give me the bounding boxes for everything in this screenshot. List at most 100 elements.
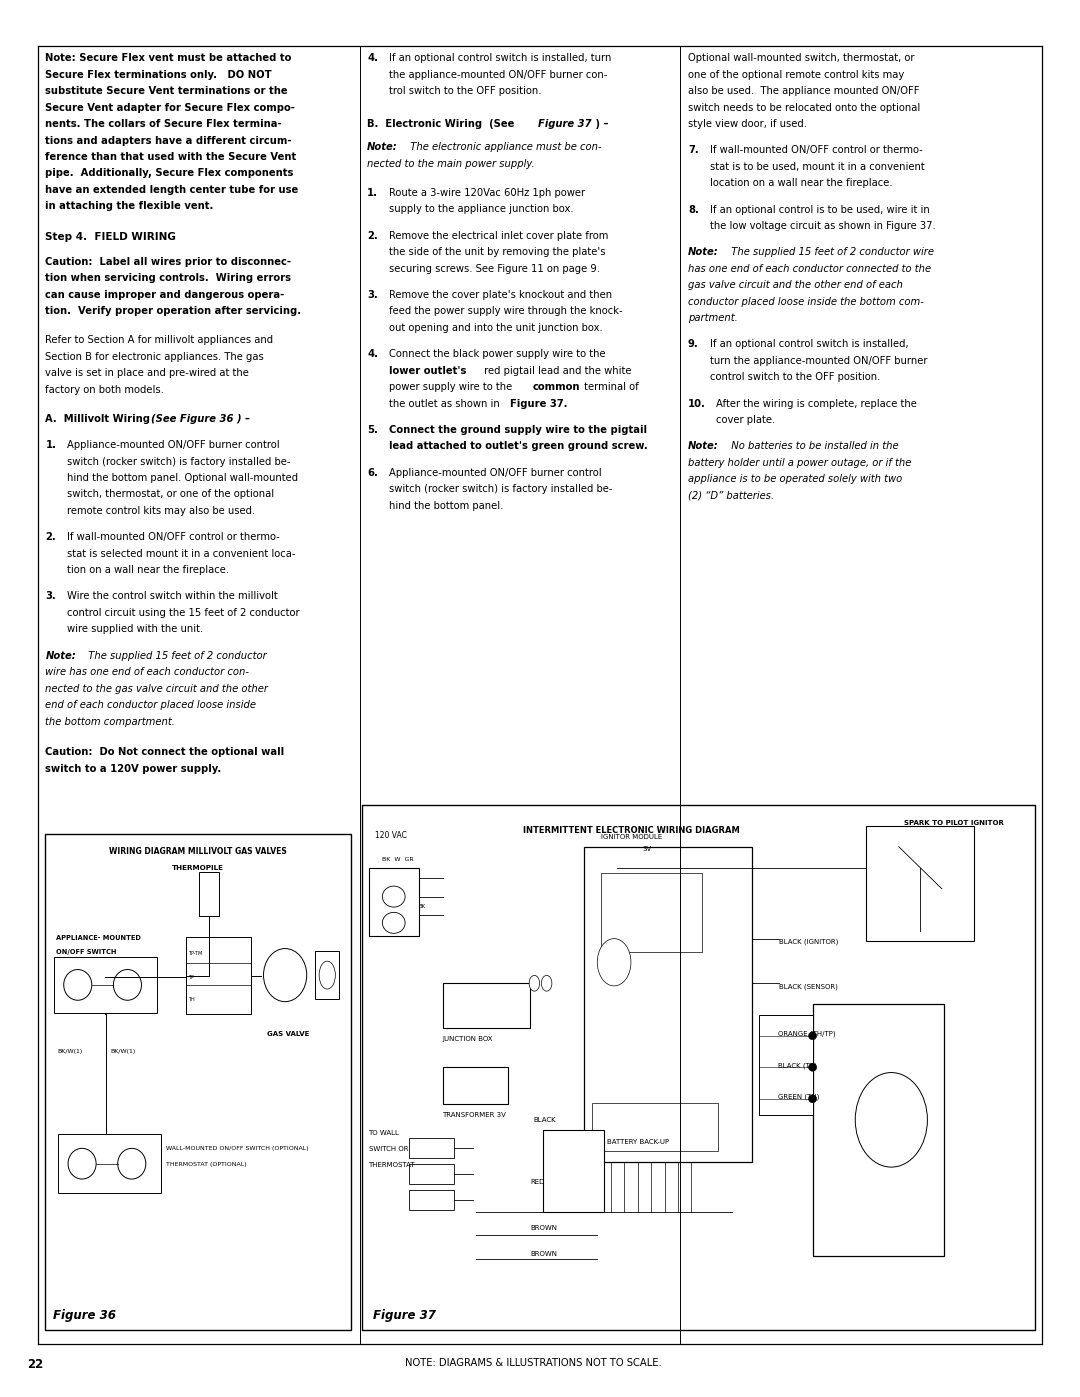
- Text: The supplied 15 feet of 2 conductor: The supplied 15 feet of 2 conductor: [82, 651, 267, 661]
- Text: Remove the electrical inlet cover plate from: Remove the electrical inlet cover plate …: [389, 231, 608, 240]
- Text: feed the power supply wire through the knock-: feed the power supply wire through the k…: [389, 306, 622, 316]
- Text: one of the optional remote control kits may: one of the optional remote control kits …: [688, 70, 904, 80]
- Text: WIRING DIAGRAM MILLIVOLT GAS VALVES: WIRING DIAGRAM MILLIVOLT GAS VALVES: [109, 847, 287, 855]
- Bar: [54, 957, 157, 1013]
- Bar: [409, 1137, 454, 1158]
- Text: trol switch to the OFF position.: trol switch to the OFF position.: [389, 87, 541, 96]
- Text: 22: 22: [27, 1358, 43, 1370]
- Ellipse shape: [809, 1063, 816, 1071]
- Text: out opening and into the unit junction box.: out opening and into the unit junction b…: [389, 323, 603, 332]
- Text: 4.: 4.: [367, 53, 378, 63]
- Text: After the wiring is complete, replace the: After the wiring is complete, replace th…: [716, 398, 917, 409]
- Text: have an extended length center tube for use: have an extended length center tube for …: [45, 184, 298, 196]
- Text: ON/OFF SWITCH: ON/OFF SWITCH: [56, 949, 117, 954]
- Bar: [759, 1014, 812, 1115]
- Text: red pigtail lead and the white: red pigtail lead and the white: [481, 366, 631, 376]
- Text: NOTE: DIAGRAMS & ILLUSTRATIONS NOT TO SCALE.: NOTE: DIAGRAMS & ILLUSTRATIONS NOT TO SC…: [405, 1358, 662, 1368]
- Text: common: common: [532, 383, 580, 393]
- Text: nected to the main power supply.: nected to the main power supply.: [367, 159, 535, 169]
- Text: Figure 37: Figure 37: [538, 119, 592, 130]
- Text: stat is to be used, mount it in a convenient: stat is to be used, mount it in a conven…: [710, 162, 924, 172]
- Text: BK/W(1): BK/W(1): [57, 1049, 82, 1055]
- Bar: [543, 1130, 604, 1211]
- Bar: [812, 1004, 944, 1256]
- Text: also be used.  The appliance mounted ON/OFF: also be used. The appliance mounted ON/O…: [688, 87, 919, 96]
- Text: The supplied 15 feet of 2 conductor wire: The supplied 15 feet of 2 conductor wire: [725, 247, 934, 257]
- Ellipse shape: [264, 949, 307, 1002]
- Text: hind the bottom panel. Optional wall-mounted: hind the bottom panel. Optional wall-mou…: [67, 474, 298, 483]
- Text: tion.  Verify proper operation after servicing.: tion. Verify proper operation after serv…: [45, 306, 301, 316]
- Text: JUNCTION BOX: JUNCTION BOX: [443, 1035, 494, 1042]
- Text: Optional wall-mounted switch, thermostat, or: Optional wall-mounted switch, thermostat…: [688, 53, 915, 63]
- Text: switch (rocker switch) is factory installed be-: switch (rocker switch) is factory instal…: [67, 457, 291, 467]
- Text: the appliance-mounted ON/OFF burner con-: the appliance-mounted ON/OFF burner con-: [389, 70, 607, 80]
- Text: GAS VALVE: GAS VALVE: [267, 1031, 309, 1037]
- Text: THERMOPILE: THERMOPILE: [172, 865, 225, 870]
- Text: 9.: 9.: [688, 339, 699, 349]
- Text: BROWN: BROWN: [530, 1225, 557, 1231]
- Ellipse shape: [320, 961, 336, 989]
- Ellipse shape: [541, 975, 552, 990]
- Text: ORANGE (TH/TP): ORANGE (TH/TP): [778, 1031, 835, 1037]
- Text: If an optional control switch is installed,: If an optional control switch is install…: [710, 339, 908, 349]
- Text: TP: TP: [188, 975, 193, 981]
- Text: nents. The collars of Secure Flex termina-: nents. The collars of Secure Flex termin…: [45, 119, 282, 129]
- Text: switch (rocker switch) is factory installed be-: switch (rocker switch) is factory instal…: [389, 485, 612, 495]
- Text: BLACK (IGNITOR): BLACK (IGNITOR): [779, 939, 838, 946]
- Text: Wire the control switch within the millivolt: Wire the control switch within the milli…: [67, 591, 278, 602]
- Ellipse shape: [382, 886, 405, 907]
- Text: remote control kits may also be used.: remote control kits may also be used.: [67, 506, 255, 515]
- Text: switch to a 120V power supply.: switch to a 120V power supply.: [45, 764, 221, 774]
- Text: IGNITOR MODULE: IGNITOR MODULE: [600, 834, 662, 840]
- Text: 1.: 1.: [45, 440, 56, 450]
- Text: style view door, if used.: style view door, if used.: [688, 119, 807, 129]
- Text: 10.: 10.: [688, 398, 706, 409]
- Text: 2.: 2.: [45, 532, 56, 542]
- Text: THERMOSTAT (OPTIONAL): THERMOSTAT (OPTIONAL): [166, 1162, 247, 1168]
- Text: the low voltage circuit as shown in Figure 37.: the low voltage circuit as shown in Figu…: [710, 221, 935, 231]
- Text: 3.: 3.: [367, 291, 378, 300]
- Text: Figure 37.: Figure 37.: [510, 398, 567, 408]
- Text: BLACK (TP): BLACK (TP): [778, 1062, 816, 1069]
- Text: hind the bottom panel.: hind the bottom panel.: [389, 500, 503, 510]
- Text: wire has one end of each conductor con-: wire has one end of each conductor con-: [45, 668, 249, 678]
- Text: turn the appliance-mounted ON/OFF burner: turn the appliance-mounted ON/OFF burner: [710, 356, 927, 366]
- Text: power supply wire to the: power supply wire to the: [389, 383, 515, 393]
- Text: TP-TM: TP-TM: [188, 951, 202, 957]
- Bar: [409, 1164, 454, 1183]
- Text: A.  Millivolt Wiring: A. Millivolt Wiring: [45, 414, 153, 423]
- Text: (See Figure 36 ) –: (See Figure 36 ) –: [151, 414, 251, 423]
- Text: conductor placed loose inside the bottom com-: conductor placed loose inside the bottom…: [688, 296, 923, 307]
- Ellipse shape: [113, 970, 141, 1000]
- Text: Remove the cover plate's knockout and then: Remove the cover plate's knockout and th…: [389, 291, 612, 300]
- Text: supply to the appliance junction box.: supply to the appliance junction box.: [389, 204, 573, 214]
- Ellipse shape: [855, 1073, 928, 1166]
- Bar: [58, 1134, 161, 1193]
- Text: pipe.  Additionally, Secure Flex components: pipe. Additionally, Secure Flex componen…: [45, 169, 294, 179]
- Text: No batteries to be installed in the: No batteries to be installed in the: [725, 441, 899, 451]
- Text: Caution:  Label all wires prior to disconnec-: Caution: Label all wires prior to discon…: [45, 257, 292, 267]
- Text: has one end of each conductor connected to the: has one end of each conductor connected …: [688, 264, 931, 274]
- Text: terminal of: terminal of: [581, 383, 638, 393]
- Bar: [368, 868, 419, 936]
- Text: If wall-mounted ON/OFF control or thermo-: If wall-mounted ON/OFF control or thermo…: [710, 145, 922, 155]
- Bar: [199, 872, 218, 916]
- Ellipse shape: [68, 1148, 96, 1179]
- Bar: [409, 1190, 454, 1210]
- Text: lower outlet's: lower outlet's: [389, 366, 467, 376]
- Bar: [443, 1067, 509, 1104]
- Bar: [443, 983, 530, 1028]
- Bar: [362, 805, 1035, 1330]
- Bar: [315, 951, 339, 999]
- Text: INTERMITTENT ELECTRONIC WIRING DIAGRAM: INTERMITTENT ELECTRONIC WIRING DIAGRAM: [523, 826, 740, 834]
- Text: (2) “D” batteries.: (2) “D” batteries.: [688, 490, 774, 502]
- Text: ) –: ) –: [592, 119, 608, 130]
- Text: WALL-MOUNTED ON/OFF SWITCH (OPTIONAL): WALL-MOUNTED ON/OFF SWITCH (OPTIONAL): [166, 1146, 309, 1151]
- Text: Note: Secure Flex vent must be attached to: Note: Secure Flex vent must be attached …: [45, 53, 292, 63]
- Text: ference than that used with the Secure Vent: ference than that used with the Secure V…: [45, 152, 297, 162]
- Text: If an optional control is to be used, wire it in: If an optional control is to be used, wi…: [710, 204, 929, 215]
- Text: Connect the black power supply wire to the: Connect the black power supply wire to t…: [389, 349, 606, 359]
- Text: BLACK (SENSOR): BLACK (SENSOR): [779, 983, 838, 989]
- Ellipse shape: [118, 1148, 146, 1179]
- Text: APPLIANCE- MOUNTED: APPLIANCE- MOUNTED: [56, 935, 141, 940]
